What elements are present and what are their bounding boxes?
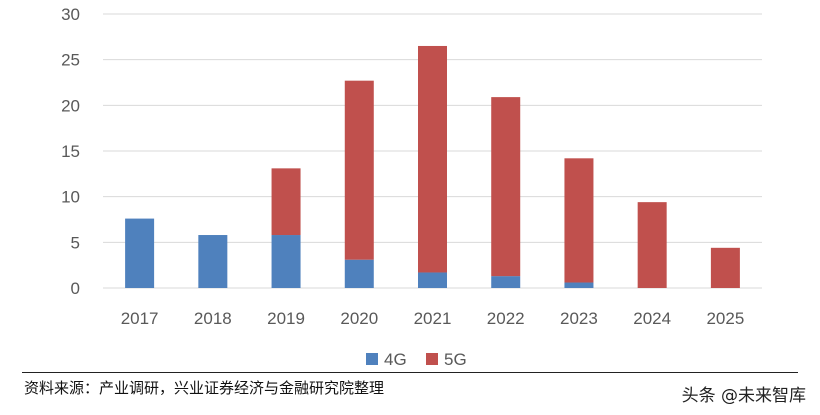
y-tick-label: 0 <box>71 279 80 298</box>
x-tick-label: 2025 <box>706 309 744 328</box>
legend-swatch-4g <box>366 353 378 365</box>
bar-4g-2022 <box>491 276 521 288</box>
x-tick-label: 2023 <box>560 309 598 328</box>
bar-4g-2018 <box>198 235 228 288</box>
watermark: 头条 @未来智库 <box>681 386 806 406</box>
legend-swatch-5g <box>426 353 438 365</box>
bar-4g-2017 <box>125 218 155 288</box>
x-axis-ticks: 2017 2018 2019 2020 2021 2022 2023 2024 2025 <box>121 309 745 328</box>
bar-5g-2025 <box>710 247 740 288</box>
bar-5g-2019 <box>271 168 301 236</box>
bar-4g-2020 <box>344 259 374 288</box>
y-tick-label: 20 <box>61 96 80 115</box>
bar-4g-2019 <box>271 235 301 288</box>
x-tick-label: 2024 <box>633 309 671 328</box>
x-tick-label: 2018 <box>194 309 232 328</box>
x-tick-label: 2020 <box>340 309 378 328</box>
bar-5g-2023 <box>564 158 594 283</box>
bars <box>125 45 740 288</box>
x-tick-label: 2019 <box>267 309 305 328</box>
legend-label-4g: 4G <box>384 350 407 369</box>
bar-5g-2020 <box>344 80 374 260</box>
y-axis-ticks: 0 5 10 15 20 25 30 <box>61 5 80 298</box>
legend-label-5g: 5G <box>444 350 467 369</box>
bar-5g-2022 <box>491 97 521 277</box>
y-tick-label: 5 <box>71 233 80 252</box>
legend: 4G 5G <box>366 350 467 369</box>
bar-4g-2021 <box>418 272 447 288</box>
bar-5g-2024 <box>637 202 667 288</box>
footer-divider <box>22 372 798 373</box>
bar-4g-2023 <box>564 282 594 288</box>
y-tick-label: 30 <box>61 5 80 24</box>
y-tick-label: 25 <box>61 51 80 70</box>
source-note: 资料来源：产业调研，兴业证券经济与金融研究院整理 <box>24 379 385 397</box>
y-tick-label: 15 <box>61 142 80 161</box>
x-tick-label: 2021 <box>414 309 452 328</box>
x-tick-label: 2022 <box>487 309 525 328</box>
x-tick-label: 2017 <box>121 309 159 328</box>
bar-5g-2021 <box>418 45 447 273</box>
y-tick-label: 10 <box>61 188 80 207</box>
